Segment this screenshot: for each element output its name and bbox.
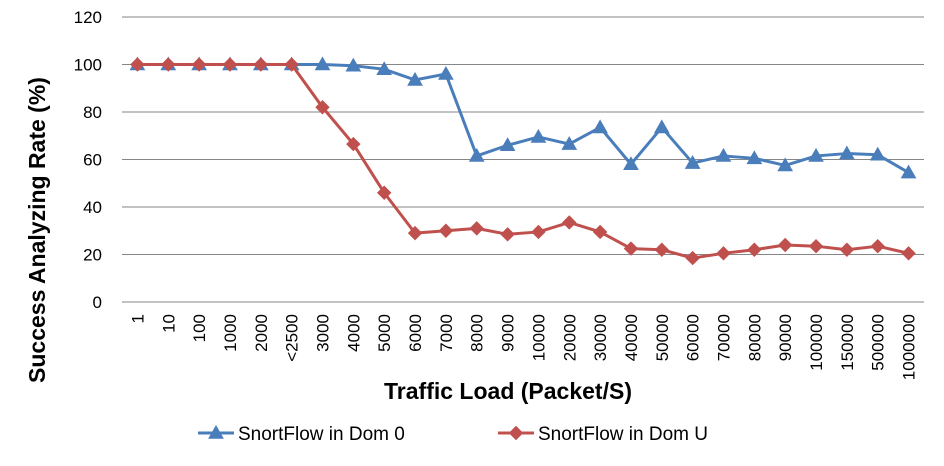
legend-marker [508,425,524,441]
x-tick-label: 4000 [344,314,363,352]
data-point [654,242,670,257]
y-tick-label: 20 [83,246,102,265]
data-point [561,136,578,150]
x-tick-label: 8000 [468,314,487,352]
x-tick-label: 100 [190,314,209,342]
data-point [253,57,269,72]
data-point [839,242,855,257]
data-point [376,185,392,200]
data-point [438,65,454,80]
data-point [499,137,516,151]
data-point [284,57,299,72]
data-point [407,225,423,241]
data-point [623,241,639,256]
data-point [684,155,701,169]
data-point [869,146,886,161]
data-point [376,61,393,75]
x-tick-label: 50000 [653,314,672,361]
x-tick-label: 500000 [869,314,888,371]
y-axis-title: Success Analyzing Rate (%) [24,77,50,383]
x-tick-label: 1000000 [900,314,919,380]
data-point [191,57,207,72]
data-point [716,246,731,261]
x-tick-label: 60000 [684,314,703,361]
y-tick-label: 40 [83,198,102,217]
x-tick-label: 6000 [406,314,425,352]
data-point [747,242,762,257]
y-tick-label: 120 [74,8,102,27]
x-tick-label: 1 [128,314,147,323]
y-axis-ticks: 0 20 40 60 80 100 120 [74,8,102,312]
data-point [161,57,176,72]
x-tick-label: 40000 [622,314,641,361]
data-point [870,238,885,254]
data-point [900,164,917,179]
data-point [808,147,824,162]
x-tick-label: 1000 [221,314,240,352]
x-tick-label: 30000 [591,314,610,361]
data-point [130,57,145,72]
data-point [468,147,485,162]
data-point [808,238,824,254]
y-tick-label: 0 [93,293,102,312]
y-tick-label: 100 [74,56,102,75]
y-tick-label: 80 [83,103,102,122]
x-tick-label: 70000 [715,314,734,361]
data-point [592,224,608,240]
data-point [777,157,794,172]
legend-label: SnortFlow in Dom U [538,424,708,445]
y-tick-label: 60 [83,151,102,170]
data-point [346,136,361,152]
x-tick-label: 10000 [529,314,548,361]
x-tick-label: 80000 [745,314,764,361]
x-tick-label: 7000 [437,314,456,352]
legend-item: SnortFlow in Dom U [498,424,708,445]
data-point [592,119,608,134]
series-line [137,63,909,260]
data-point [315,100,330,115]
x-tick-label: 3000 [314,314,333,352]
x-axis-title: Traffic Load (Packet/S) [384,378,632,404]
data-point [345,57,362,72]
x-tick-label: 90000 [776,314,795,361]
x-axis-ticks: 1 10 100 1000 2000 <2500 3000 4000 5000 6000 7000 8… [128,314,918,380]
series-line [137,63,910,174]
x-tick-label: 20000 [560,314,579,361]
data-point [562,215,577,230]
data-point [653,119,670,134]
data-point [438,223,454,238]
legend-label: SnortFlow in Dom 0 [238,424,405,445]
data-point [222,57,238,72]
x-tick-label: 9000 [499,314,518,352]
series-2 [130,57,916,266]
data-point [839,145,855,160]
series-group [129,56,917,266]
x-tick-label: 5000 [375,314,394,352]
legend-marker [208,424,224,439]
x-tick-label: 10 [159,314,178,333]
data-point [500,227,515,242]
data-point [530,128,547,143]
legend-item: SnortFlow in Dom 0 [198,424,405,445]
x-tick-label: <2500 [283,314,302,362]
x-tick-label: 150000 [838,314,857,371]
legend: SnortFlow in Dom 0 SnortFlow in Dom U [198,424,708,445]
data-point [685,250,700,266]
data-point [314,56,331,71]
data-point [715,147,732,162]
data-point [901,246,916,261]
data-point [531,224,546,240]
data-point [469,221,484,236]
data-point [777,237,793,253]
data-point [407,71,423,86]
x-tick-label: 2000 [252,314,271,352]
x-tick-label: 100000 [807,314,826,371]
data-point [746,150,763,165]
data-point [623,156,639,170]
